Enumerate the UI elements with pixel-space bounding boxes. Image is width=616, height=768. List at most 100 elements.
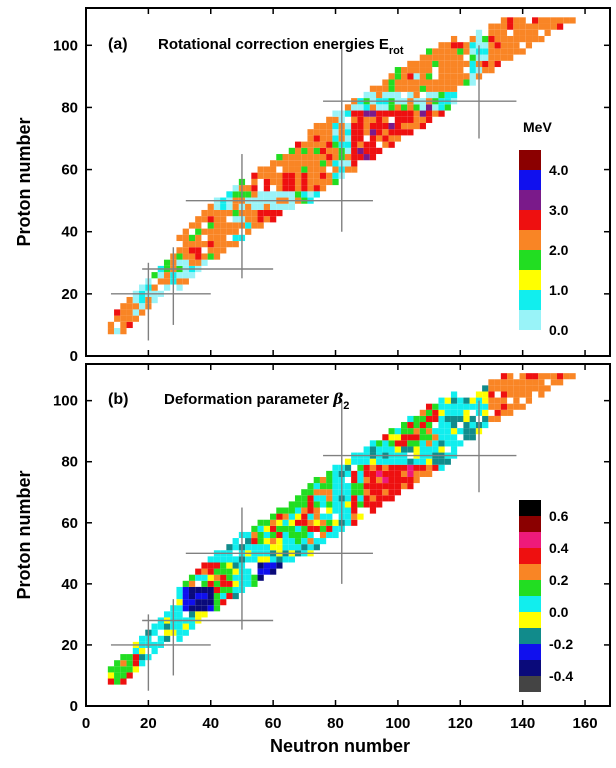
cell	[382, 85, 389, 92]
cell	[351, 129, 358, 136]
cell	[538, 391, 545, 398]
panel-title-b: Deformation parameter β2	[164, 390, 349, 412]
cell	[288, 501, 295, 508]
cell	[332, 489, 339, 496]
cell	[432, 446, 439, 453]
cell	[413, 122, 420, 130]
cell	[351, 476, 358, 484]
cell	[457, 54, 464, 61]
cell	[251, 209, 258, 217]
cell	[488, 379, 495, 386]
cell	[438, 440, 445, 447]
panel-b: 0 20 40 60 80 100 120 140 160 0 20 40 60 80 100 (b) De…	[14, 363, 611, 756]
cell	[344, 464, 352, 471]
cell	[488, 397, 495, 404]
cell	[245, 228, 252, 235]
cell	[388, 129, 395, 136]
cell	[195, 611, 202, 618]
cell	[220, 580, 227, 587]
cell	[294, 519, 302, 526]
cell	[188, 586, 196, 594]
cell	[332, 160, 339, 167]
cell	[357, 495, 364, 502]
cell	[201, 241, 208, 248]
cell	[257, 209, 264, 217]
cell	[344, 489, 352, 496]
cell	[151, 629, 158, 636]
cell	[382, 122, 389, 130]
cell	[220, 568, 227, 575]
cell	[369, 116, 377, 123]
cell	[163, 611, 171, 618]
cell	[432, 415, 439, 423]
cell	[450, 409, 458, 416]
cell	[294, 495, 302, 502]
cell	[401, 116, 408, 123]
cell	[307, 507, 314, 514]
cell	[301, 185, 308, 192]
cell	[401, 470, 408, 477]
cell	[220, 556, 227, 563]
cell	[357, 104, 364, 111]
cell	[332, 525, 339, 532]
cell	[276, 556, 283, 563]
cell	[276, 172, 283, 179]
cell	[525, 42, 533, 49]
cell	[251, 216, 258, 223]
cell	[226, 574, 233, 581]
cell	[232, 574, 239, 581]
cell	[413, 73, 420, 80]
cell	[294, 172, 302, 179]
cell	[401, 428, 408, 435]
cell	[276, 525, 283, 532]
cell	[357, 476, 364, 484]
cell	[419, 79, 426, 86]
cell	[282, 538, 289, 545]
cell	[201, 580, 208, 587]
cell	[351, 489, 358, 496]
cell	[220, 209, 227, 217]
cell	[438, 403, 445, 410]
cell	[213, 605, 221, 612]
cell	[270, 568, 277, 575]
cell	[494, 385, 501, 392]
cell	[132, 296, 140, 304]
cell	[469, 54, 476, 61]
cell	[569, 373, 576, 380]
cell	[556, 23, 564, 30]
cell	[432, 91, 439, 99]
cell	[425, 48, 433, 55]
legend-swatch	[519, 532, 541, 548]
cell	[425, 409, 433, 416]
cell	[376, 470, 383, 477]
cell	[226, 586, 233, 594]
magic-lines-a	[110, 45, 517, 341]
cell	[519, 373, 526, 380]
cell	[413, 91, 420, 99]
cell	[407, 110, 414, 117]
cell	[376, 104, 383, 111]
cell	[307, 538, 314, 545]
cell	[407, 116, 414, 123]
cell	[313, 489, 320, 496]
cell	[307, 531, 314, 539]
cell	[201, 216, 208, 223]
cell	[163, 284, 171, 291]
cell	[500, 397, 508, 404]
cell	[369, 135, 377, 142]
cell	[282, 556, 289, 563]
cell	[301, 191, 308, 198]
cell	[176, 284, 183, 291]
cell	[232, 562, 239, 569]
cell	[394, 428, 402, 435]
cell	[263, 562, 271, 569]
cell	[220, 234, 227, 242]
cell	[450, 48, 458, 55]
cell	[288, 513, 295, 520]
cell	[538, 379, 545, 386]
cell	[438, 409, 445, 416]
cell	[188, 623, 196, 630]
cell	[263, 568, 271, 575]
cell	[450, 428, 458, 435]
cell	[438, 422, 445, 429]
